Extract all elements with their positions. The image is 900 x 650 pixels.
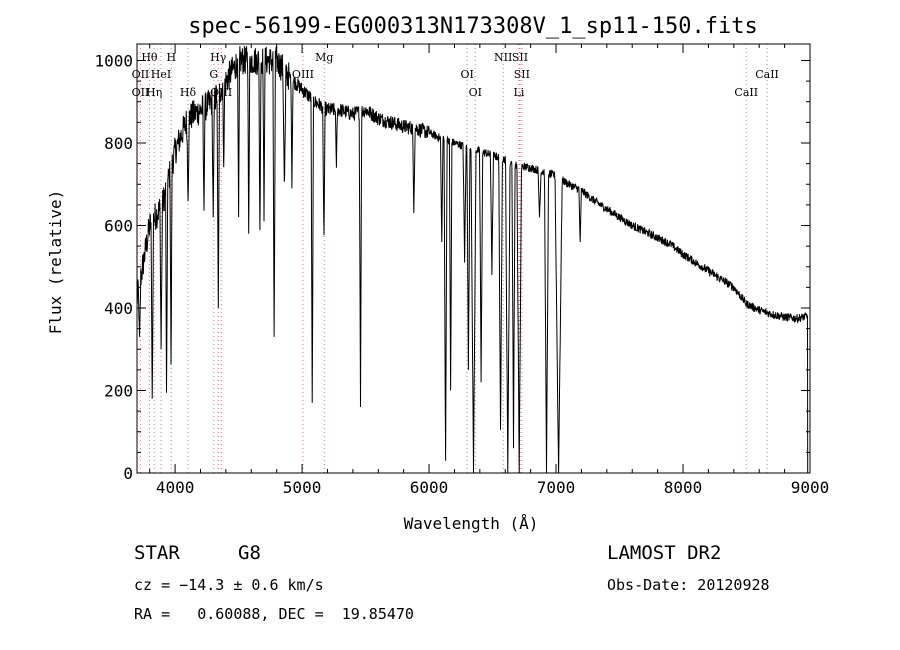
survey-name: LAMOST DR2 <box>607 542 722 564</box>
x-tick-label: 8000 <box>664 478 703 497</box>
redshift-text: cz = −14.3 ± 0.6 km/s <box>134 576 324 594</box>
line-label: Hη <box>146 86 162 99</box>
line-label: CaII <box>755 68 779 81</box>
line-label: Li <box>514 86 525 99</box>
x-axis-label: Wavelength (Å) <box>404 514 539 533</box>
line-label: Hθ <box>141 51 158 64</box>
spectrum-line <box>136 45 809 474</box>
line-label: OII <box>132 68 150 81</box>
y-tick-label: 1000 <box>94 52 133 71</box>
x-tick-label: 9000 <box>791 478 830 497</box>
y-tick-label: 400 <box>104 299 133 318</box>
y-tick-label: 0 <box>123 464 133 483</box>
line-label: SII <box>514 68 530 81</box>
line-label: CaII <box>734 86 758 99</box>
line-label: HeI <box>151 68 171 81</box>
line-label: SII <box>512 51 528 64</box>
x-tick-label: 4000 <box>156 478 195 497</box>
line-label: G <box>209 68 218 81</box>
line-label: OI <box>469 86 482 99</box>
coordinates: RA = 0.60088, DEC = 19.85470 <box>134 605 414 623</box>
chart-title: spec-56199-EG000313N173308V_1_sp11-150.f… <box>188 14 758 39</box>
x-tick-label: 5000 <box>283 478 322 497</box>
spectral-subclass: G8 <box>238 542 261 564</box>
line-label: OIII <box>292 68 314 81</box>
object-class: STAR <box>134 542 180 564</box>
line-label: OII <box>132 86 150 99</box>
x-tick-label: 6000 <box>410 478 449 497</box>
line-label: NII <box>494 51 512 64</box>
axis-ticks: 4000 5000 6000 7000 8000 9000 0 200 400 600 800 100… <box>94 44 829 497</box>
y-tick-label: 600 <box>104 217 133 236</box>
obs-date: Obs-Date: 20120928 <box>607 576 770 594</box>
line-label: OI <box>460 68 473 81</box>
y-tick-label: 800 <box>104 134 133 153</box>
line-label: Hδ <box>180 86 197 99</box>
y-tick-label: 200 <box>104 382 133 401</box>
y-axis-label: Flux (relative) <box>46 190 65 335</box>
line-label: Hγ <box>210 51 227 64</box>
plot-frame <box>136 43 811 474</box>
x-tick-label: 7000 <box>537 478 576 497</box>
line-label: Mg <box>315 51 333 64</box>
line-label: H <box>166 51 176 64</box>
